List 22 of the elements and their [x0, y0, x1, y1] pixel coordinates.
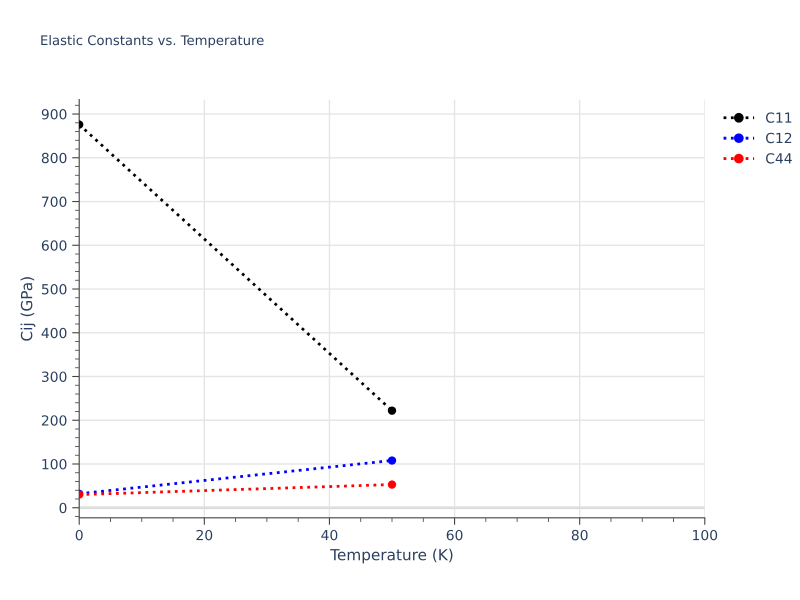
y-tick-label: 500 [42, 284, 66, 294]
x-tick-label: 0 [76, 530, 83, 540]
x-tick-label: 100 [693, 530, 718, 540]
x-tick-label: 20 [196, 530, 212, 540]
y-tick-label: 800 [42, 152, 66, 164]
legend-label: C44 [766, 153, 792, 164]
y-tick-label: 600 [42, 240, 66, 251]
chart-title: Elastic Constants vs. Temperature [41, 34, 264, 48]
x-tick-label: 60 [446, 530, 462, 540]
legend-label: C12 [766, 132, 792, 144]
x-tick-label: 80 [572, 530, 588, 540]
y-tick-label: 900 [42, 109, 66, 120]
y-tick-label: 700 [42, 196, 66, 207]
legend-label: C11 [766, 112, 792, 123]
y-tick-label: 400 [42, 328, 66, 338]
y-tick-label: 100 [42, 458, 66, 470]
y-tick-label: 0 [59, 502, 66, 514]
x-axis-title: Temperature (K) [330, 548, 452, 564]
y-tick-label: 200 [42, 415, 66, 426]
y-axis-title: Cij (GPa) [20, 277, 36, 341]
x-tick-label: 40 [321, 530, 338, 540]
y-tick-label: 300 [42, 371, 66, 382]
